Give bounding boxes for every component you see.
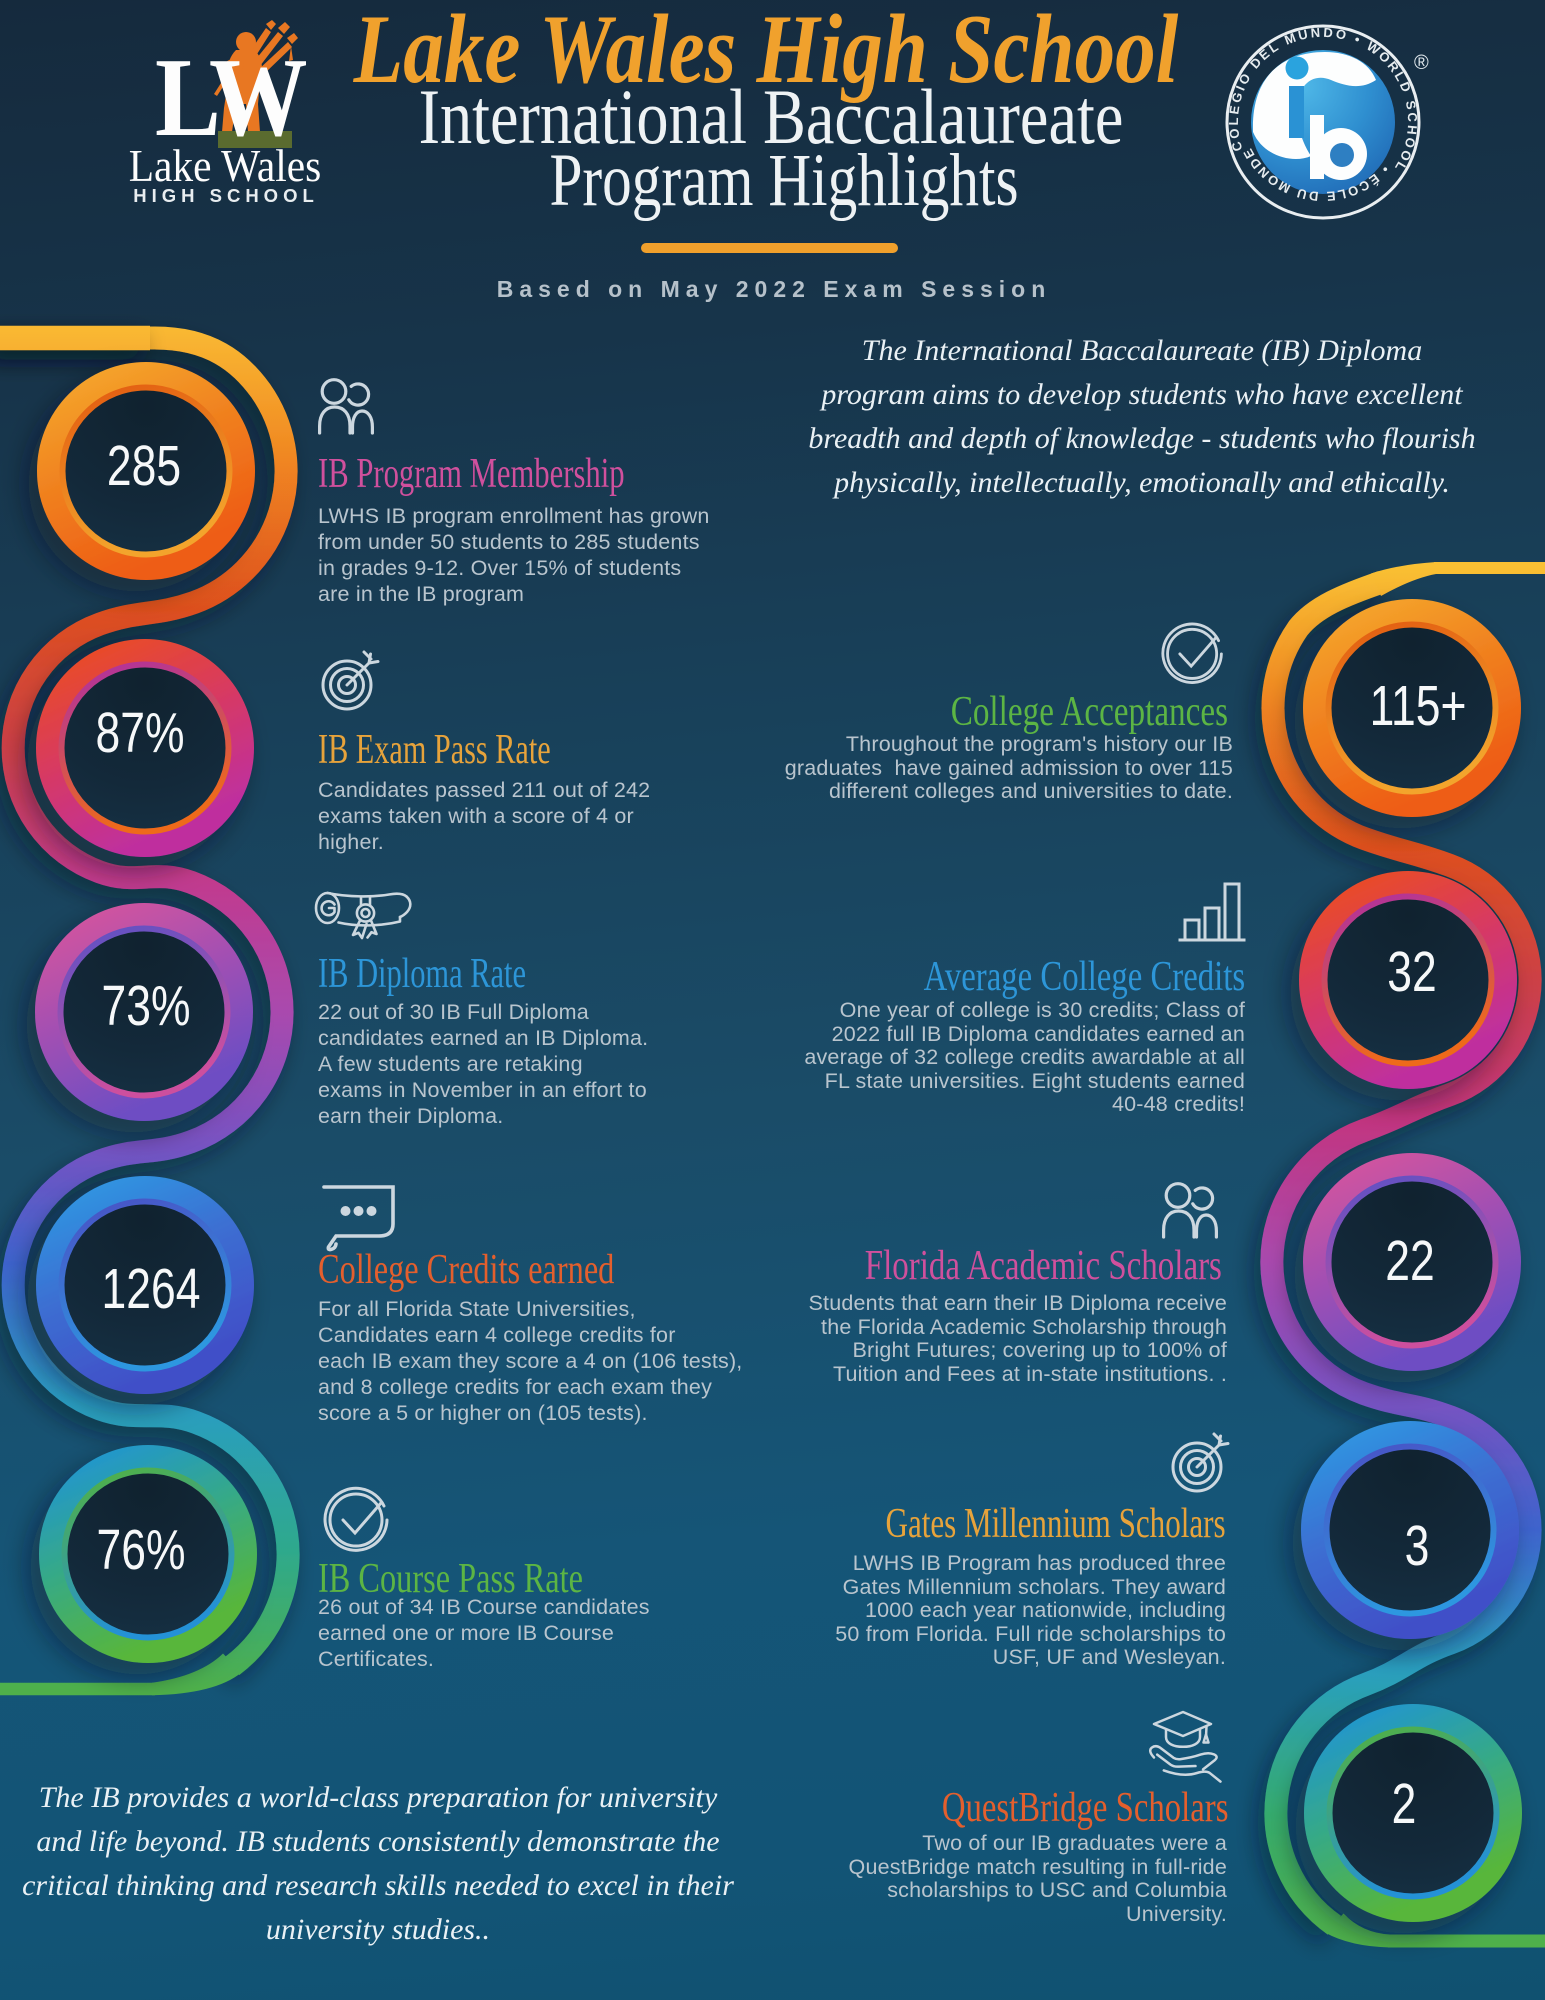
svg-text:®: ®: [1414, 52, 1429, 74]
